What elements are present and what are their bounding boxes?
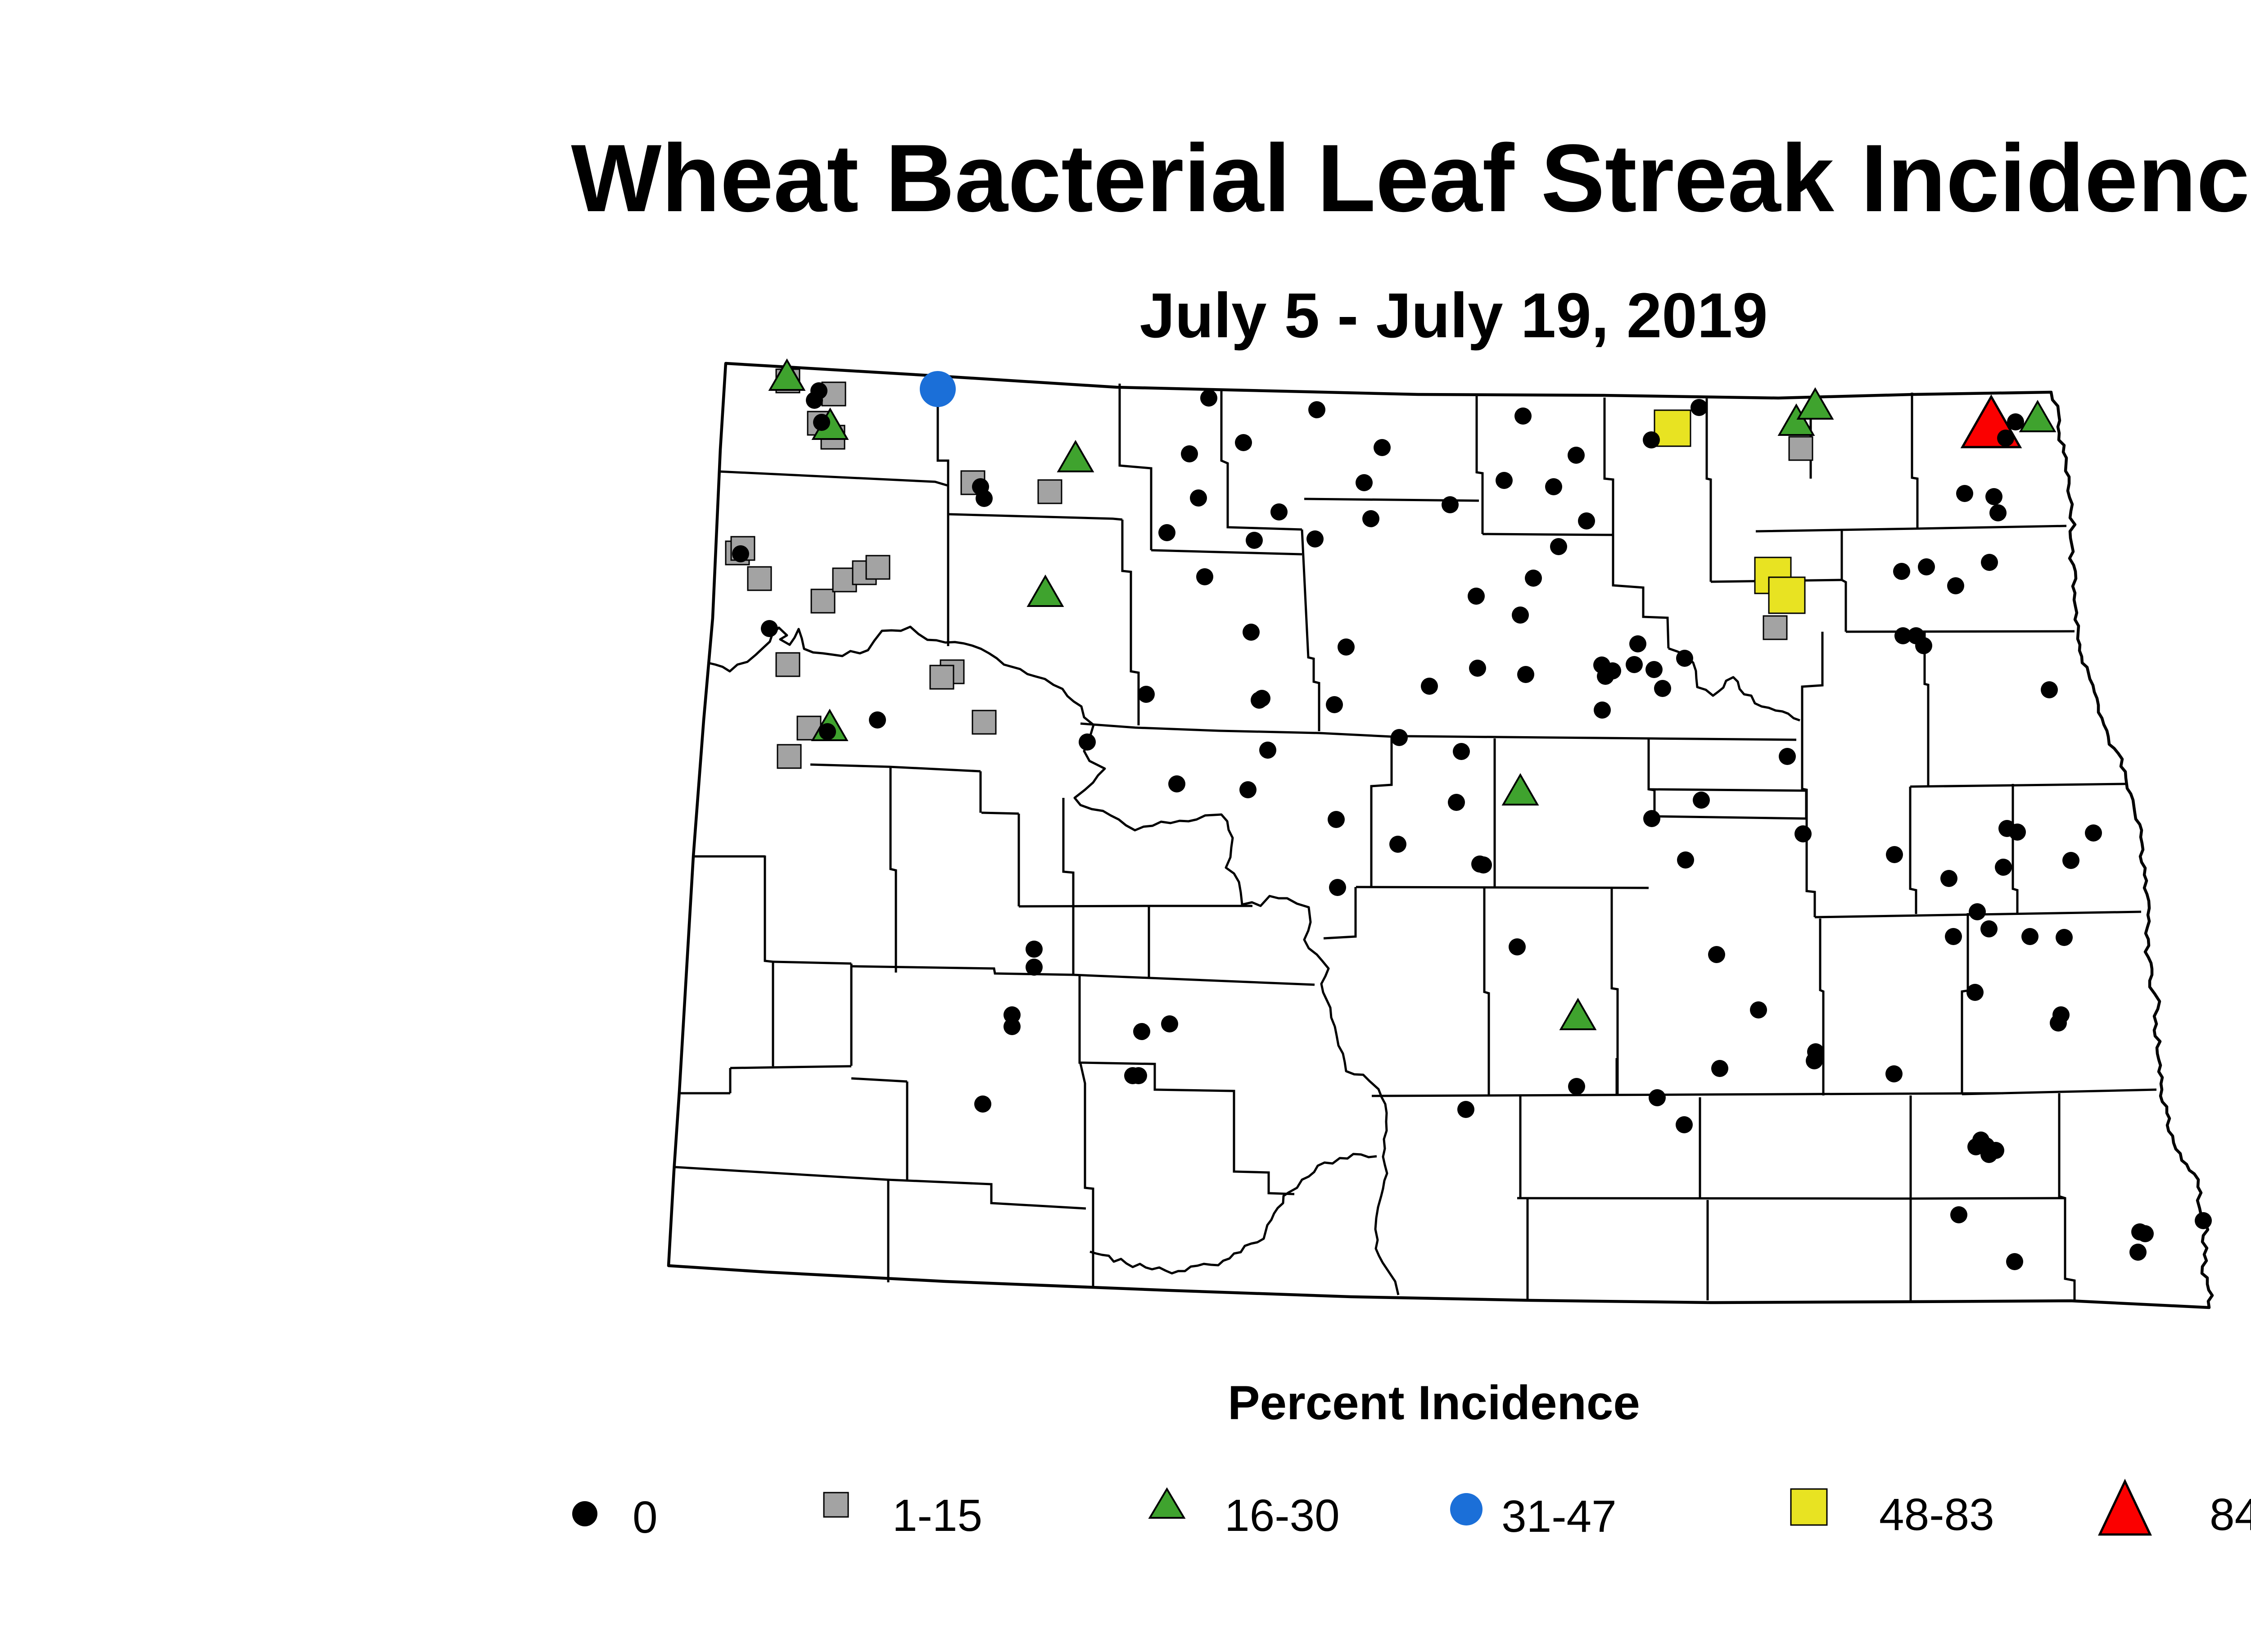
svg-text:31-47: 31-47 <box>1501 1491 1617 1542</box>
svg-text:0: 0 <box>633 1492 658 1543</box>
svg-text:Percent Incidence: Percent Incidence <box>1228 1376 1640 1430</box>
svg-text:48-83: 48-83 <box>1879 1489 1994 1540</box>
svg-text:July 5 - July 19, 2019: July 5 - July 19, 2019 <box>1139 280 1767 351</box>
svg-text:Wheat Bacterial Leaf Streak In: Wheat Bacterial Leaf Streak Incidence <box>571 125 2251 232</box>
svg-text:1-15: 1-15 <box>892 1490 982 1541</box>
svg-text:84-100: 84-100 <box>2210 1489 2251 1540</box>
svg-text:16-30: 16-30 <box>1225 1490 1340 1541</box>
